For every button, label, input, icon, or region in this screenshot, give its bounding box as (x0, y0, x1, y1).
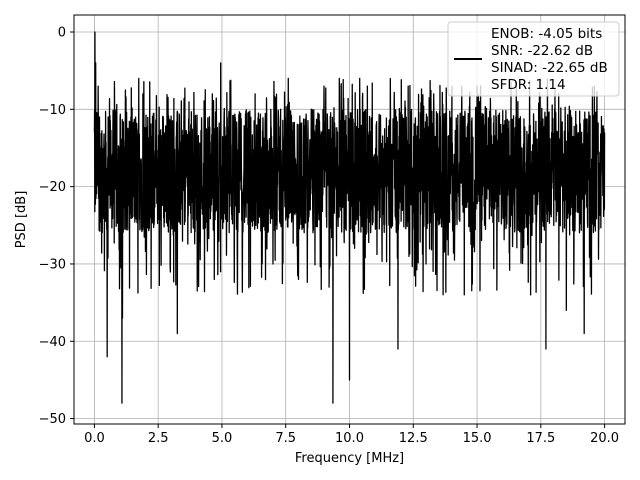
y-tick-label: −40 (39, 335, 66, 350)
legend-sfdr: SFDR: 1.14 (491, 77, 566, 93)
legend-enob: ENOB: -4.05 bits (491, 26, 602, 42)
y-tick-label: −50 (39, 412, 66, 427)
legend-box (447, 21, 620, 97)
x-tick-label: 17.5 (526, 431, 555, 446)
legend-snr: SNR: -22.62 dB (491, 43, 593, 59)
y-tick-label: −10 (39, 103, 66, 118)
x-tick-label: 2.5 (148, 431, 169, 446)
x-tick-label: 5.0 (212, 431, 233, 446)
x-tick-label: 0.0 (84, 431, 105, 446)
x-tick-label: 20.0 (590, 431, 619, 446)
legend: ENOB: -4.05 bits SNR: -22.62 dB SINAD: -… (447, 21, 620, 97)
x-axis-ticks: 0.0 2.5 5.0 7.5 10.0 12.5 15.0 17.5 20.0 (84, 424, 619, 446)
x-tick-label: 10.0 (335, 431, 364, 446)
x-tick-label: 12.5 (399, 431, 428, 446)
legend-sinad: SINAD: -22.65 dB (491, 60, 608, 76)
y-tick-label: −20 (39, 180, 66, 195)
x-axis-label: Frequency [MHz] (295, 451, 404, 466)
y-tick-label: −30 (39, 257, 66, 272)
y-axis-label: PSD [dB] (14, 191, 29, 249)
y-tick-label: 0 (58, 26, 66, 41)
x-tick-label: 15.0 (463, 431, 492, 446)
x-tick-label: 7.5 (275, 431, 296, 446)
plot-area (93, 31, 606, 404)
psd-series-line (93, 31, 606, 404)
y-axis-ticks: 0 −10 −20 −30 −40 −50 (39, 26, 74, 427)
